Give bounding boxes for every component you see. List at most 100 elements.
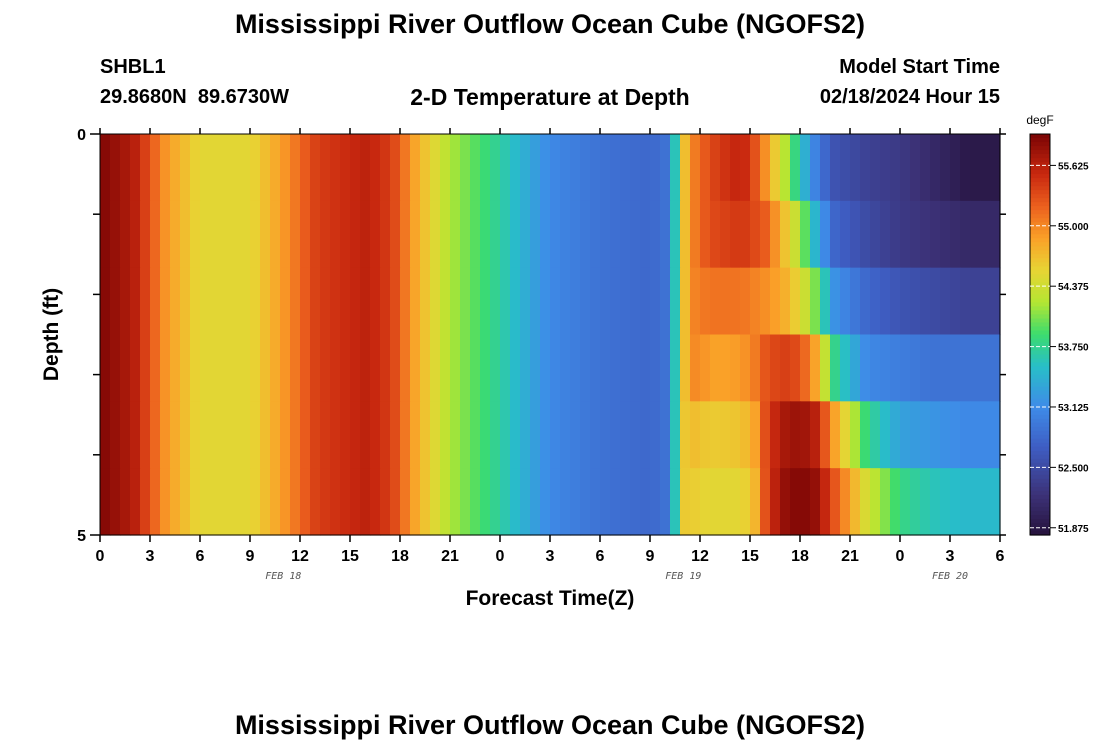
- heatmap-cell: [140, 468, 151, 536]
- heatmap-cell: [390, 267, 401, 336]
- heatmap-cell: [460, 200, 471, 269]
- heatmap-cell: [160, 334, 171, 402]
- heatmap-cell: [230, 468, 241, 536]
- heatmap-cell: [990, 200, 1001, 269]
- colorbar-segment: [1030, 190, 1050, 195]
- heatmap-cell: [900, 200, 911, 269]
- heatmap-cell: [270, 334, 281, 402]
- colorbar-segment: [1030, 458, 1050, 464]
- colorbar-segment: [1030, 258, 1050, 263]
- heatmap-cell: [340, 267, 351, 336]
- heatmap-cell: [240, 200, 251, 269]
- colorbar-segment: [1030, 514, 1050, 520]
- colorbar-segment: [1030, 418, 1050, 424]
- heatmap-cell: [720, 334, 731, 402]
- heatmap-cell: [610, 134, 621, 202]
- heatmap-cell: [160, 200, 171, 269]
- x-tick-label: 6: [996, 548, 1005, 565]
- heatmap-cell: [660, 134, 671, 202]
- heatmap-cell: [980, 334, 991, 402]
- heatmap-cell: [440, 134, 451, 202]
- colorbar-segment: [1030, 526, 1050, 532]
- heatmap-cell: [680, 468, 691, 536]
- colorbar-segment: [1030, 278, 1050, 283]
- x-tick-label: 9: [646, 548, 655, 565]
- heatmap-cell: [400, 334, 411, 402]
- heatmap-cell: [940, 401, 951, 469]
- heatmap-cell: [810, 468, 821, 536]
- heatmap-cell: [980, 468, 991, 536]
- heatmap-cell: [510, 134, 521, 202]
- heatmap-cell: [280, 401, 291, 469]
- colorbar-segment: [1030, 378, 1050, 384]
- heatmap-cell: [660, 200, 671, 269]
- heatmap-cell: [700, 334, 711, 402]
- colorbar-segment: [1030, 506, 1050, 512]
- heatmap-cell: [220, 468, 231, 536]
- heatmap-cell: [580, 267, 591, 336]
- heatmap-cell: [680, 401, 691, 469]
- heatmap-cell: [310, 200, 321, 269]
- heatmap-cell: [140, 334, 151, 402]
- heatmap-cell: [210, 401, 221, 469]
- colorbar-segment: [1030, 262, 1050, 267]
- heatmap-cell: [110, 200, 121, 269]
- heatmap-cell: [500, 267, 511, 336]
- heatmap-cell: [390, 401, 401, 469]
- heatmap-cell: [920, 468, 931, 536]
- colorbar-segment: [1030, 282, 1050, 287]
- heatmap-cell: [640, 200, 651, 269]
- heatmap-cell: [850, 334, 861, 402]
- heatmap-cell: [760, 334, 771, 402]
- heatmap-cell: [130, 401, 141, 469]
- heatmap-cell: [290, 334, 301, 402]
- colorbar-segment: [1030, 182, 1050, 187]
- heatmap-cell: [400, 134, 411, 202]
- heatmap-cell: [150, 200, 161, 269]
- heatmap-cell: [350, 334, 361, 402]
- heatmap-cell: [260, 401, 271, 469]
- heatmap-cell: [230, 334, 241, 402]
- heatmap-cell: [950, 334, 961, 402]
- heatmap-cell: [140, 134, 151, 202]
- heatmap-cell: [530, 134, 541, 202]
- heatmap-cell: [410, 200, 421, 269]
- heatmap-cell: [110, 267, 121, 336]
- heatmap-cell: [480, 200, 491, 269]
- colorbar-segment: [1030, 246, 1050, 251]
- heatmap-cell: [580, 401, 591, 469]
- heatmap-cell: [780, 401, 791, 469]
- heatmap-cell: [580, 334, 591, 402]
- heatmap-cell: [150, 334, 161, 402]
- heatmap-cell: [330, 200, 341, 269]
- heatmap-cell: [300, 267, 311, 336]
- heatmap-cell: [960, 334, 971, 402]
- colorbar-segment: [1030, 162, 1050, 167]
- heatmap-cell: [360, 468, 371, 536]
- heatmap-cell: [920, 401, 931, 469]
- station-id: SHBL1: [100, 56, 166, 78]
- heatmap-cell: [430, 401, 441, 469]
- heatmap-cell: [560, 334, 571, 402]
- heatmap-cell: [420, 468, 431, 536]
- chart-subtitle: 2-D Temperature at Depth: [410, 84, 690, 110]
- heatmap-cell: [820, 267, 831, 336]
- heatmap-cell: [380, 468, 391, 536]
- heatmap-cell: [240, 401, 251, 469]
- heatmap-cell: [360, 267, 371, 336]
- heatmap-cell: [620, 200, 631, 269]
- heatmap-cell: [700, 267, 711, 336]
- heatmap-cell: [960, 468, 971, 536]
- heatmap-cell: [740, 468, 751, 536]
- heatmap-cell: [540, 401, 551, 469]
- heatmap-cell: [490, 134, 501, 202]
- heatmap-cell: [570, 334, 581, 402]
- colorbar-segment: [1030, 326, 1050, 332]
- heatmap-cell: [230, 401, 241, 469]
- colorbar-tick-label: 54.375: [1058, 282, 1089, 293]
- heatmap-cell: [300, 468, 311, 536]
- heatmap-cell: [440, 200, 451, 269]
- heatmap-cell: [660, 267, 671, 336]
- heatmap-cell: [860, 200, 871, 269]
- heatmap-cell: [770, 267, 781, 336]
